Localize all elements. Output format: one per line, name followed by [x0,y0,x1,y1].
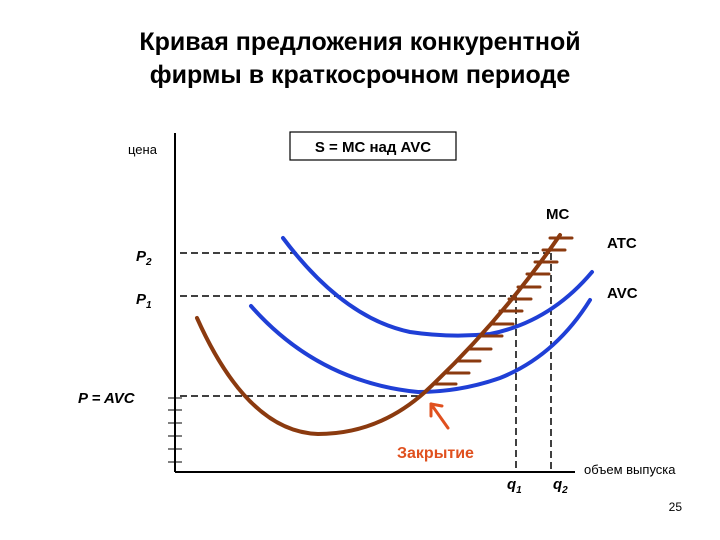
formula-box: S = MC над AVC [289,131,457,161]
y-axis-ticks [168,397,182,463]
avc-label: AVC [607,285,638,302]
page-number: 25 [668,500,682,514]
p2-label: P2 [136,248,152,268]
shutdown-label: Закрытие [397,445,474,462]
p-avc-label: P = AVC [78,390,136,407]
shutdown-arrow [429,402,450,430]
q2-label: q2 [553,476,568,496]
q1-label: q1 [507,476,522,496]
atc-curve [281,236,594,338]
p1-label: P1 [136,291,152,311]
mc-label: MC [546,206,569,223]
title-line-1: Кривая предложения конкурентной [139,28,581,56]
title-line-2: фирмы в краткосрочном периоде [149,61,571,89]
atc-label: ATC [607,235,637,252]
avc-curve [249,298,592,395]
y-axis-label: цена [128,142,158,157]
x-axis-label: объем выпуска [584,462,676,477]
mc-curve [195,233,562,437]
slide-title: Кривая предложения конкурентной фирмы в … [0,26,720,92]
formula-text: S = MC над AVC [315,139,431,156]
supply-hash-marks [432,236,574,386]
